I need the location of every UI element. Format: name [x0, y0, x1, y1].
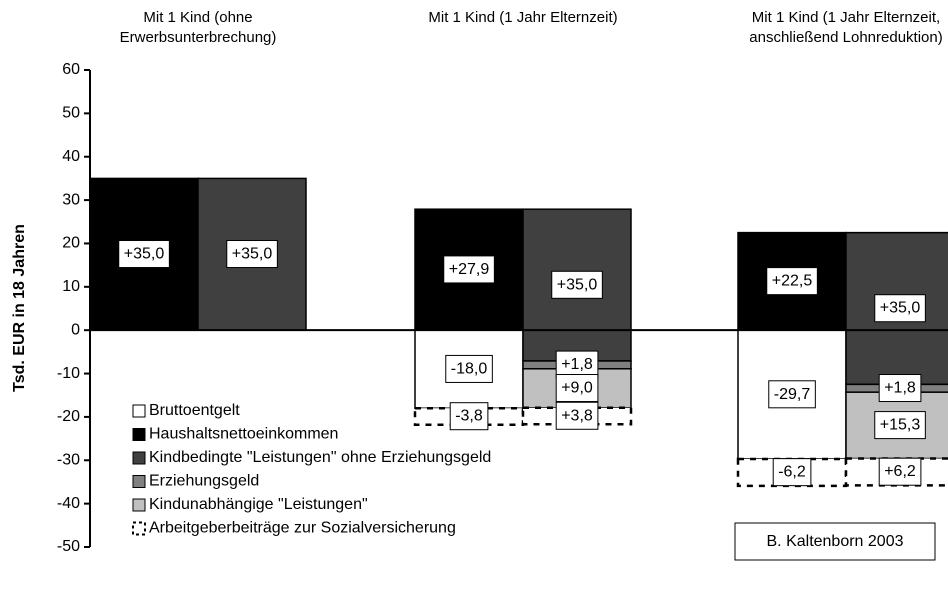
source-box — [734, 522, 936, 561]
value-label-box — [768, 380, 816, 409]
value-label-box — [555, 374, 599, 403]
source: B. Kaltenborn 2003 — [767, 533, 904, 550]
legend-label: Erziehungsgeld — [149, 473, 259, 490]
y-tick-label: 60 — [62, 61, 80, 78]
y-tick-label: 40 — [62, 148, 80, 165]
legend-label: Kindbedingte "Leistungen" ohne Erziehung… — [149, 449, 491, 466]
y-tick-label: -40 — [57, 495, 80, 512]
value-label: -3,8 — [455, 408, 483, 425]
value-label-box — [766, 267, 818, 296]
value-label-box — [555, 350, 599, 379]
value-label-box — [874, 294, 926, 323]
legend-label: Kindunabhängige "Leistungen" — [149, 496, 368, 513]
value-label-box — [551, 270, 603, 299]
y-tick-label: 10 — [62, 278, 80, 295]
y-axis-label: Tsd. EUR in 18 Jahren — [11, 224, 28, 392]
value-label: +35,0 — [232, 246, 273, 263]
value-label: +1,8 — [561, 356, 593, 373]
value-label-box — [226, 240, 278, 269]
category-title: Mit 1 Kind (1 Jahr Elternzeit, anschließ… — [749, 9, 943, 46]
value-label: +27,9 — [449, 261, 490, 278]
value-label: +1,8 — [884, 380, 916, 397]
value-label-box — [449, 402, 489, 431]
value-label: +35,0 — [557, 276, 598, 293]
legend-swatch — [132, 404, 146, 418]
value-label: -29,7 — [774, 386, 811, 403]
value-label: +35,0 — [124, 246, 165, 263]
value-label-box — [445, 354, 493, 383]
y-tick-label: -30 — [57, 451, 80, 468]
y-tick-label: 50 — [62, 105, 80, 122]
category-title: Mit 1 Kind (ohne Erwerbsunterbrechung) — [119, 9, 277, 46]
value-label-box — [878, 374, 922, 403]
value-label-box — [772, 458, 812, 487]
value-label: +6,2 — [884, 463, 916, 480]
value-label: +35,0 — [880, 300, 921, 317]
y-tick-label: -10 — [57, 365, 80, 382]
legend-swatch — [132, 428, 146, 441]
value-label: -18,0 — [451, 360, 488, 377]
legend-swatch — [132, 498, 146, 512]
legend-swatch — [132, 451, 146, 465]
value-label: +15,3 — [880, 417, 921, 434]
value-label-box — [555, 401, 599, 430]
legend-label: Arbeitgeberbeiträge zur Sozialversicheru… — [149, 520, 456, 537]
value-label: +9,0 — [561, 380, 593, 397]
value-label-box — [118, 240, 170, 269]
category-title: Mit 1 Kind (1 Jahr Elternzeit) — [428, 9, 618, 26]
value-label-box — [443, 255, 495, 284]
legend-swatch — [132, 521, 146, 536]
y-tick-label: -20 — [57, 408, 80, 425]
legend-swatch — [132, 475, 146, 488]
value-label: +3,8 — [561, 407, 593, 424]
y-tick-label: -50 — [57, 538, 80, 555]
y-tick-label: 20 — [62, 235, 80, 252]
y-tick-label: 0 — [71, 321, 80, 338]
legend-label: Bruttoentgelt — [149, 402, 240, 419]
value-label: -6,2 — [778, 464, 806, 481]
value-label: +22,5 — [772, 273, 813, 290]
legend-label: Haushaltsnettoeinkommen — [149, 426, 338, 443]
value-label-box — [878, 457, 922, 486]
y-tick-label: 30 — [62, 191, 80, 208]
value-label-box — [874, 411, 926, 440]
